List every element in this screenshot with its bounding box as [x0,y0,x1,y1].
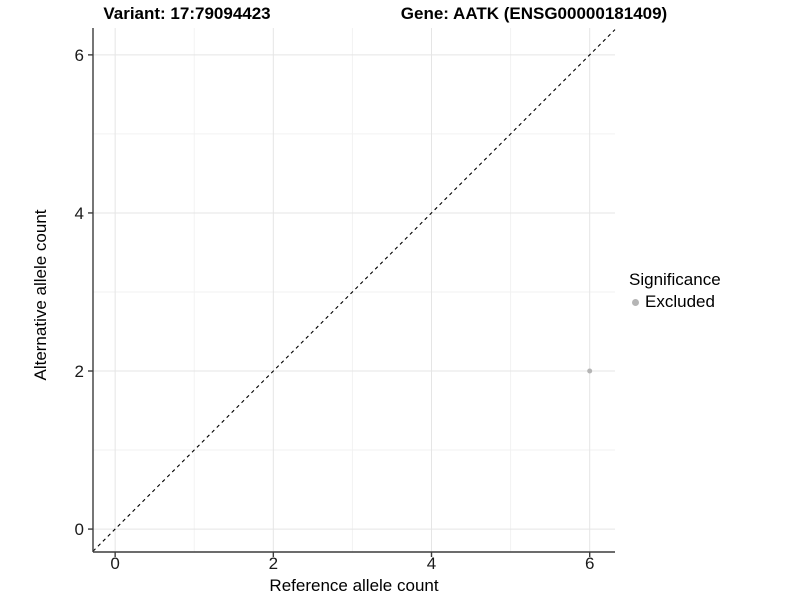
x-axis-title: Reference allele count [269,576,439,595]
legend-entry-excluded: Excluded [629,292,721,312]
y-axis-title: Alternative allele count [31,209,50,381]
y-tick-label: 0 [75,520,84,539]
legend-entry-label: Excluded [645,292,715,311]
y-tick-label: 2 [75,362,84,381]
legend-title: Significance [629,270,721,289]
x-tick-label: 2 [269,554,278,573]
gene-title: Gene: AATK (ENSG00000181409) [400,4,668,23]
legend: Significance Excluded [629,270,721,312]
variant-title: Variant: 17:79094423 [103,4,271,23]
panel-background [93,28,615,552]
y-tick-label: 6 [75,46,84,65]
legend-point-icon [632,298,639,306]
x-tick-label: 0 [110,554,119,573]
data-point [587,368,593,374]
x-tick-label: 6 [585,554,594,573]
x-tick-label: 4 [427,554,436,573]
y-tick-label: 4 [75,204,84,223]
